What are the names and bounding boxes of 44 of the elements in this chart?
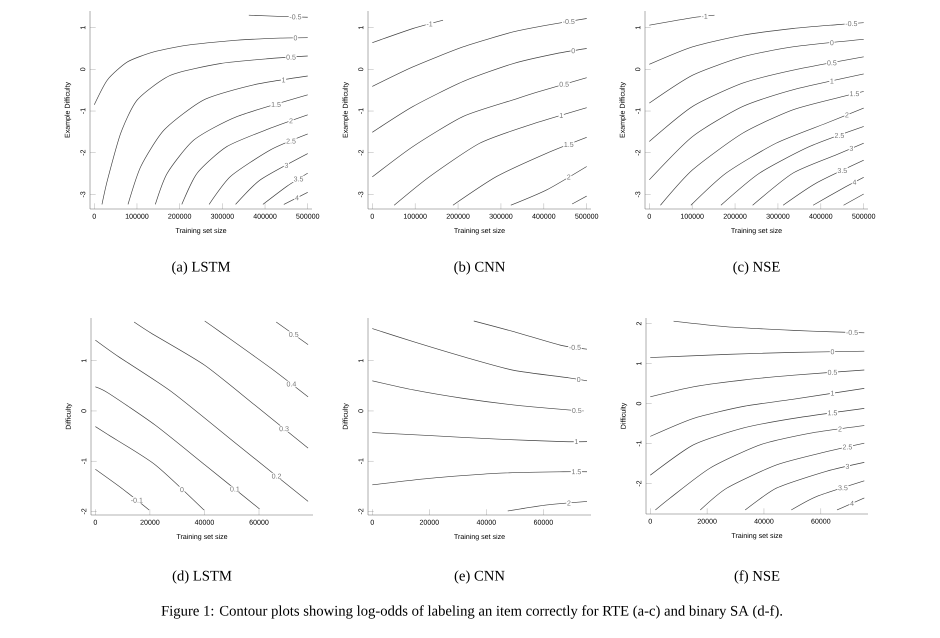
line-series xyxy=(650,350,865,358)
line-series xyxy=(95,426,204,510)
line-series xyxy=(673,320,865,334)
line-series xyxy=(128,76,308,205)
line-series xyxy=(372,471,588,486)
line-series xyxy=(154,94,308,205)
line-series xyxy=(95,386,260,510)
text: (d) LSTM xyxy=(172,570,232,584)
line-series xyxy=(700,442,865,510)
line-series xyxy=(94,37,308,106)
line-series xyxy=(648,22,864,65)
line-series xyxy=(208,134,308,205)
line-series xyxy=(648,74,864,180)
line-series xyxy=(650,408,865,476)
line-series xyxy=(372,380,584,412)
line-series xyxy=(372,77,588,178)
text: (e) CNN xyxy=(454,570,505,584)
text: (a) LSTM xyxy=(172,261,230,275)
line-series xyxy=(473,320,588,350)
line-series xyxy=(650,388,865,437)
line-series xyxy=(452,136,588,206)
text: (b) CNN xyxy=(454,261,506,275)
caption: Figure 1: Contour plots showing log-odds of labeling an item correctly for RTE (a-c) and binary SA (d-f). xyxy=(161,605,782,619)
text: (c) NSE xyxy=(733,261,780,275)
line-series xyxy=(372,328,588,382)
line-series xyxy=(744,462,865,510)
line-series xyxy=(690,108,864,206)
line-series xyxy=(372,48,588,133)
line-series xyxy=(752,142,864,206)
line-series xyxy=(134,322,308,448)
line-series xyxy=(372,432,588,442)
text: (f) NSE xyxy=(734,570,780,584)
line-series xyxy=(394,107,588,206)
line-series xyxy=(95,340,308,502)
line-series xyxy=(648,56,864,142)
line-series xyxy=(655,425,865,510)
line-series xyxy=(372,18,588,87)
line-series xyxy=(648,39,864,104)
line-series xyxy=(650,370,865,398)
line-series xyxy=(720,126,864,206)
line-series xyxy=(181,114,308,205)
line-series xyxy=(660,91,864,206)
line-series xyxy=(102,56,308,205)
line-series xyxy=(204,320,308,398)
